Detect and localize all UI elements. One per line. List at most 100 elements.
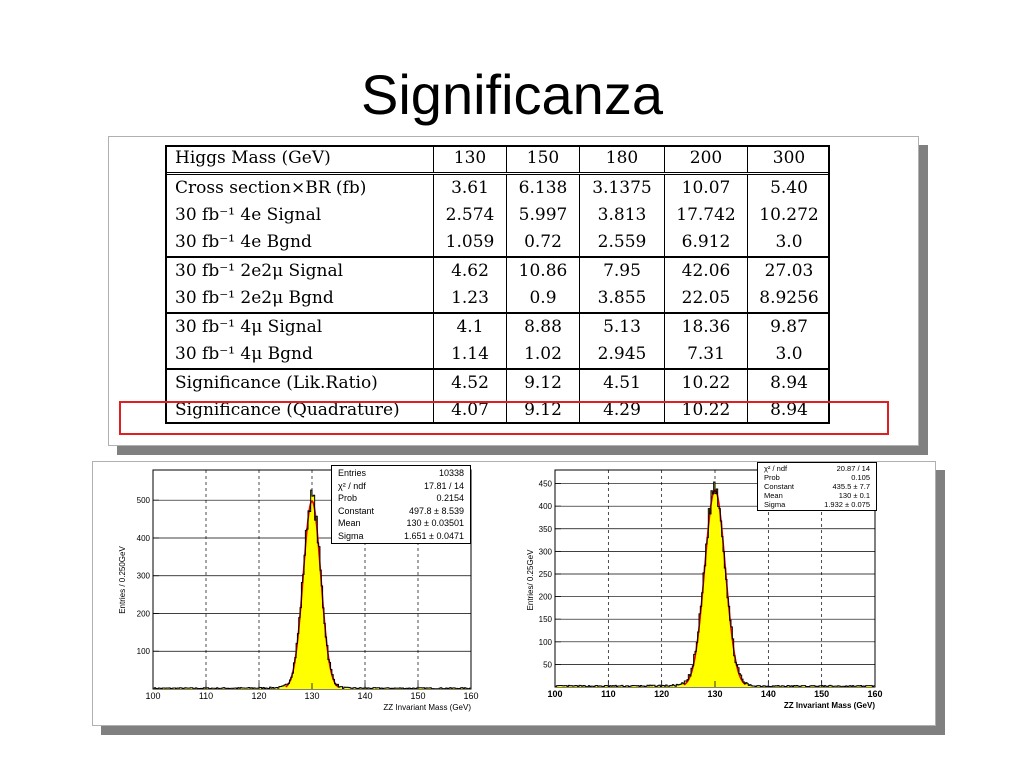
fit-stats-box: Entries 10338 χ² / ndf 17.81 / 14 Prob 0.2154… <box>331 465 471 544</box>
table-cell: 1.02 <box>506 341 580 369</box>
table-cell: 8.9256 <box>747 285 830 313</box>
table-cell: 27.03 <box>747 256 830 285</box>
table-cell: 3.0 <box>747 229 830 257</box>
y-tick-label: 100 <box>137 647 151 656</box>
y-axis-label: Entries/ 0.25GeV <box>526 549 535 611</box>
stats-value: 20.87 / 14 <box>836 464 870 473</box>
stats-key: Prob <box>338 493 358 503</box>
y-tick-label: 400 <box>539 502 553 511</box>
fit-stats-box: χ² / ndf 20.87 / 14 Prob 0.105 Constant 435.5… <box>757 462 877 511</box>
mass-histogram-right: 100 110 120 130 140 150 160 50 100 150 200 250 300 35… <box>525 462 905 712</box>
histogram-fill <box>555 482 875 687</box>
x-axis-label: ZZ Invariant Mass (GeV) <box>383 703 471 712</box>
x-axis-label: ZZ Invariant Mass (GeV) <box>784 701 875 710</box>
table-cell: 9.87 <box>747 312 830 341</box>
table-cell: 10.272 <box>747 202 830 229</box>
stats-row: Sigma 1.932 ± 0.075 <box>764 500 870 509</box>
x-tick-label: 130 <box>304 691 319 701</box>
table-cell: 0.9 <box>506 285 580 313</box>
stats-value: 1.932 ± 0.075 <box>824 500 870 509</box>
stats-key: Constant <box>338 505 375 516</box>
stats-key: Prob <box>764 473 780 482</box>
histogram-fill <box>153 490 471 689</box>
stats-value: 130 ± 0.1 <box>838 491 870 500</box>
stats-row: Sigma 1.651 ± 0.0471 <box>338 530 464 543</box>
table-cell: 5.40 <box>747 173 830 202</box>
stats-value: 0.105 <box>851 473 870 482</box>
table-cell: 10.07 <box>664 173 748 202</box>
table-cell: 5.997 <box>506 202 580 229</box>
stats-row: Constant 497.8 ± 8.539 <box>338 505 464 518</box>
stats-row: Prob 0.105 <box>764 473 870 482</box>
table-cell: 0.72 <box>506 229 580 257</box>
x-tick-label: 110 <box>199 691 213 701</box>
table-cell: 4.62 <box>433 256 507 285</box>
row-label: 30 fb⁻¹ 4e Signal <box>175 205 322 225</box>
table-row: 30 fb⁻¹ 4e Signal 2.574 5.997 3.813 17.742 10… <box>165 202 830 229</box>
table-header-row: Higgs Mass (GeV) 130 150 180 200 300 <box>165 145 830 175</box>
stats-key: Sigma <box>338 530 364 541</box>
table-cell: 22.05 <box>664 285 748 313</box>
stats-row: χ² / ndf 17.81 / 14 <box>338 480 464 493</box>
y-tick-label: 200 <box>137 609 151 618</box>
x-tick-label: 120 <box>251 691 266 701</box>
table-row: 30 fb⁻¹ 4e Bgnd 1.059 0.72 2.559 6.912 3.0 <box>165 229 830 257</box>
table-cell: 6.912 <box>664 229 748 257</box>
stats-value: 0.2154 <box>436 493 464 503</box>
y-tick-label: 250 <box>539 570 553 579</box>
table-row: Cross section×BR (fb) 3.61 6.138 3.1375 10.0… <box>165 173 830 202</box>
header-cell: 180 <box>579 145 665 175</box>
table-cell: 1.14 <box>433 341 507 369</box>
y-tick-label: 100 <box>539 638 553 647</box>
table-row: 30 fb⁻¹ 4μ Bgnd 1.14 1.02 2.945 7.31 3.0 <box>165 341 830 369</box>
x-tick-label: 160 <box>463 691 478 701</box>
table-cell: 3.0 <box>747 341 830 369</box>
table-cell: 8.94 <box>747 368 830 397</box>
row-label: 30 fb⁻¹ 2e2μ Signal <box>165 256 434 285</box>
table-cell: 4.07 <box>433 397 507 424</box>
stats-row: Prob 0.2154 <box>338 492 464 505</box>
table-cell: 3.813 <box>579 202 665 229</box>
y-tick-label: 500 <box>137 496 151 505</box>
table-row: Significance (Lik.Ratio) 4.52 9.12 4.51 10.2… <box>165 368 830 397</box>
stats-key: Sigma <box>764 500 786 509</box>
table-row: 30 fb⁻¹ 2e2μ Signal 4.62 10.86 7.95 42.06 27.… <box>165 256 830 285</box>
x-tick-label: 150 <box>410 691 425 701</box>
y-tick-label: 300 <box>539 547 553 556</box>
row-label: 30 fb⁻¹ 4μ Bgnd <box>175 344 313 364</box>
table-row: 30 fb⁻¹ 4μ Signal 4.1 8.88 5.13 18.36 9.87 <box>165 312 830 341</box>
y-tick-label: 150 <box>539 615 553 624</box>
stats-key: χ² / ndf <box>764 464 788 473</box>
y-tick-label: 350 <box>539 525 553 534</box>
table-cell: 3.855 <box>579 285 665 313</box>
table-cell: 9.12 <box>506 368 580 397</box>
row-label: Significance (Lik.Ratio) <box>165 368 434 397</box>
header-cell: 200 <box>664 145 748 175</box>
row-label: 30 fb⁻¹ 4μ Signal <box>165 312 434 341</box>
header-cell: Higgs Mass (GeV) <box>165 145 434 175</box>
x-tick-label: 100 <box>547 689 562 699</box>
stats-row: Mean 130 ± 0.1 <box>764 491 870 500</box>
row-label: 30 fb⁻¹ 2e2μ Bgnd <box>175 288 334 308</box>
x-tick-label: 120 <box>654 689 669 699</box>
stats-value: 435.5 ± 7.7 <box>832 482 870 491</box>
table-cell: 7.95 <box>579 256 665 285</box>
y-tick-label: 300 <box>137 572 151 581</box>
stats-key: Mean <box>764 491 783 500</box>
table-row: 30 fb⁻¹ 2e2μ Bgnd 1.23 0.9 3.855 22.05 8.9256 <box>165 285 830 313</box>
table-cell: 3.61 <box>433 173 507 202</box>
x-tick-label: 110 <box>601 689 616 699</box>
quadrature-row-highlight <box>119 401 889 435</box>
stats-row: Constant 435.5 ± 7.7 <box>764 482 870 491</box>
y-tick-label: 50 <box>543 660 552 669</box>
table-cell: 2.574 <box>433 202 507 229</box>
mass-histogram-left: 100 110 120 130 140 150 160 100 200 300 400 500 ZZ I… <box>113 465 493 715</box>
header-cell: 130 <box>433 145 507 175</box>
y-axis-label: Entries / 0.250GeV <box>118 546 127 614</box>
table-cell: 7.31 <box>664 341 748 369</box>
stats-value: 1.651 ± 0.0471 <box>404 530 464 541</box>
row-label: 30 fb⁻¹ 4e Bgnd <box>175 232 312 252</box>
table-cell: 4.51 <box>579 368 665 397</box>
table-cell: 8.88 <box>506 312 580 341</box>
table-cell: 42.06 <box>664 256 748 285</box>
